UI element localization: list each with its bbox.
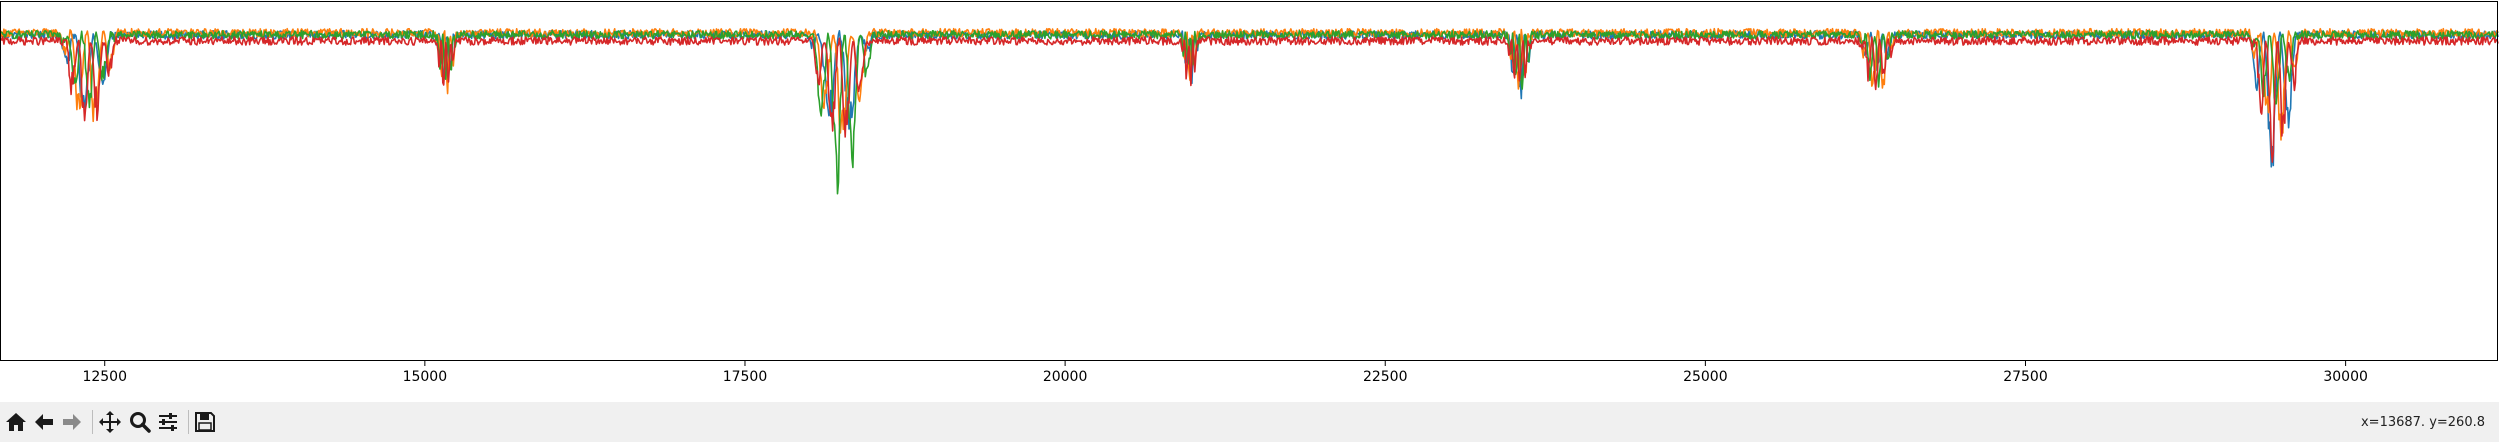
x-tick-label: 12500 [82, 369, 127, 385]
save-button[interactable] [191, 408, 219, 436]
figure-canvas[interactable]: 12500 15000 17500 20000 22500 25000 27500 30000 [0, 0, 2499, 402]
home-button[interactable] [2, 408, 30, 436]
zoom-button[interactable] [126, 408, 154, 436]
x-tick-label: 25000 [1683, 369, 1728, 385]
x-tick-label: 27500 [2003, 369, 2048, 385]
series-layer [0, 27, 2499, 195]
x-tick-label: 17500 [723, 369, 768, 385]
toolbar-separator [188, 410, 189, 434]
arrow-right-icon [63, 414, 81, 430]
floppy-disk-icon [195, 412, 215, 432]
series-1-line [0, 29, 2499, 168]
x-tick-label: 30000 [2323, 369, 2368, 385]
x-tick-label: 20000 [1043, 369, 1088, 385]
series-4-line [0, 36, 2499, 163]
series-2-line [0, 27, 2499, 141]
magnifier-icon [130, 412, 151, 433]
forward-button[interactable] [58, 408, 86, 436]
move-icon [99, 411, 121, 433]
arrow-left-icon [35, 414, 53, 430]
coordinate-readout: x=13687. y=260.8 [2360, 415, 2485, 430]
x-axis-ticks: 12500 15000 17500 20000 22500 25000 27500 30000 [82, 361, 2368, 385]
x-tick-label: 15000 [403, 369, 448, 385]
pan-button[interactable] [96, 408, 124, 436]
subplots-button[interactable] [154, 408, 182, 436]
x-tick-label: 22500 [1363, 369, 1408, 385]
back-button[interactable] [30, 408, 58, 436]
home-icon [6, 413, 26, 431]
toolbar-separator [92, 410, 93, 434]
axes-frame [0, 1, 2498, 361]
line-chart: 12500 15000 17500 20000 22500 25000 27500 30000 [0, 1, 2499, 385]
sliders-icon [159, 413, 177, 431]
navigation-toolbar: x=13687. y=260.8 [0, 402, 2499, 442]
series-3-line [0, 29, 2499, 195]
